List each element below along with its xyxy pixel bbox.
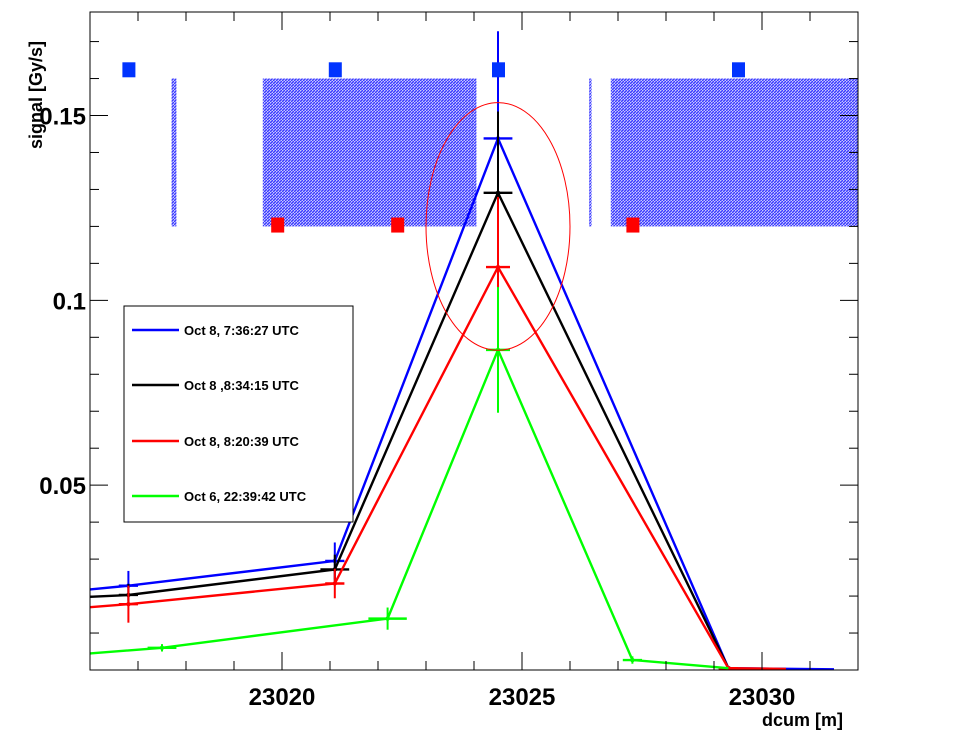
square-marker [271,217,285,233]
data-point [368,607,407,630]
legend-box [123,305,354,523]
point-marker [159,645,165,651]
legend-label: Oct 8, 7:36:27 UTC [184,323,299,338]
shaded-region [171,78,177,227]
x-axis-title: dcum [m] [762,710,843,730]
shaded-region [610,78,858,227]
axis-tick-labels: 23020 23025 23030 0.05 0.1 0.15 [39,104,795,711]
square-marker [122,62,136,78]
square-marker [732,62,745,78]
square-marker [391,217,405,233]
point-marker [332,581,337,586]
square-marker [328,62,342,78]
data-point [325,568,345,599]
shaded-regions [171,78,858,227]
legend: Oct 8, 7:36:27 UTC Oct 8 ,8:34:15 UTC Oc… [123,305,354,523]
legend-label: Oct 6, 22:39:42 UTC [184,489,307,504]
x-tick-label: 23025 [489,684,556,711]
point-marker [495,264,501,270]
point-marker [385,616,390,621]
square-marker [492,62,505,78]
square-marker [626,217,640,233]
point-marker [126,602,131,607]
highlight-ellipse [425,102,571,351]
x-tick-label: 23030 [729,684,796,711]
axis-ticks [89,12,859,670]
y-tick-label: 0.05 [39,473,86,500]
shaded-region [262,78,477,227]
data-point [622,656,642,664]
data-point [118,585,138,623]
legend-label: Oct 8, 8:20:39 UTC [184,434,299,449]
y-tick-label: 0.15 [39,104,86,131]
data-point [147,644,177,652]
point-marker [630,657,635,663]
y-axis-title: signal [Gy/s] [26,41,46,149]
x-tick-label: 23020 [249,684,316,711]
legend-label: Oct 8 ,8:34:15 UTC [184,378,299,393]
point-marker [495,190,501,195]
markers-layer [122,62,745,233]
y-tick-label: 0.1 [53,288,86,315]
shaded-region [589,78,592,227]
annotation-layer [425,102,571,351]
